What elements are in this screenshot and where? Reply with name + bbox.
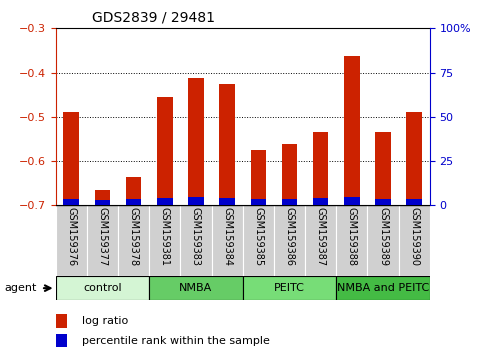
Bar: [95, 190, 110, 205]
Bar: [368, 205, 398, 276]
Bar: [407, 113, 422, 205]
Bar: [251, 150, 266, 205]
Bar: [336, 276, 430, 300]
Text: GSM159389: GSM159389: [378, 207, 388, 267]
Text: NMBA: NMBA: [179, 283, 213, 293]
Bar: [336, 205, 368, 276]
Bar: [219, 198, 235, 205]
Bar: [63, 199, 79, 205]
Bar: [344, 56, 360, 205]
Text: GSM159386: GSM159386: [284, 207, 295, 267]
Text: GSM159384: GSM159384: [222, 207, 232, 267]
Bar: [282, 199, 298, 205]
Text: GSM159387: GSM159387: [316, 207, 326, 267]
Text: GSM159376: GSM159376: [66, 207, 76, 267]
Bar: [375, 132, 391, 205]
Bar: [188, 198, 204, 205]
Bar: [63, 113, 79, 205]
Bar: [305, 205, 336, 276]
Bar: [56, 205, 87, 276]
Bar: [126, 177, 142, 205]
Bar: [242, 276, 336, 300]
Text: GDS2839 / 29481: GDS2839 / 29481: [92, 11, 215, 25]
Text: GSM159383: GSM159383: [191, 207, 201, 267]
Text: NMBA and PEITC: NMBA and PEITC: [337, 283, 429, 293]
Bar: [149, 276, 242, 300]
Bar: [56, 314, 67, 328]
Bar: [212, 205, 242, 276]
Text: GSM159381: GSM159381: [160, 207, 170, 267]
Bar: [242, 205, 274, 276]
Bar: [118, 205, 149, 276]
Bar: [56, 334, 67, 347]
Text: GSM159390: GSM159390: [409, 207, 419, 267]
Text: GSM159388: GSM159388: [347, 207, 357, 267]
Text: GSM159385: GSM159385: [253, 207, 263, 267]
Bar: [95, 200, 110, 205]
Bar: [313, 132, 328, 205]
Text: agent: agent: [5, 283, 37, 293]
Bar: [56, 276, 149, 300]
Text: PEITC: PEITC: [274, 283, 305, 293]
Bar: [180, 205, 212, 276]
Bar: [188, 78, 204, 205]
Bar: [313, 198, 328, 205]
Bar: [407, 199, 422, 205]
Text: control: control: [83, 283, 122, 293]
Bar: [157, 97, 172, 205]
Bar: [126, 199, 142, 205]
Text: GSM159377: GSM159377: [98, 207, 107, 267]
Text: percentile rank within the sample: percentile rank within the sample: [82, 336, 270, 346]
Bar: [274, 205, 305, 276]
Bar: [219, 84, 235, 205]
Text: log ratio: log ratio: [82, 316, 128, 326]
Bar: [282, 144, 298, 205]
Bar: [398, 205, 430, 276]
Bar: [344, 198, 360, 205]
Bar: [149, 205, 180, 276]
Bar: [375, 199, 391, 205]
Bar: [87, 205, 118, 276]
Bar: [157, 198, 172, 205]
Text: GSM159378: GSM159378: [128, 207, 139, 267]
Bar: [251, 199, 266, 205]
